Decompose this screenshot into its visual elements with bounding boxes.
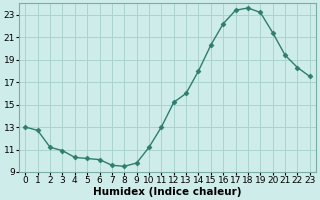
X-axis label: Humidex (Indice chaleur): Humidex (Indice chaleur)	[93, 187, 242, 197]
